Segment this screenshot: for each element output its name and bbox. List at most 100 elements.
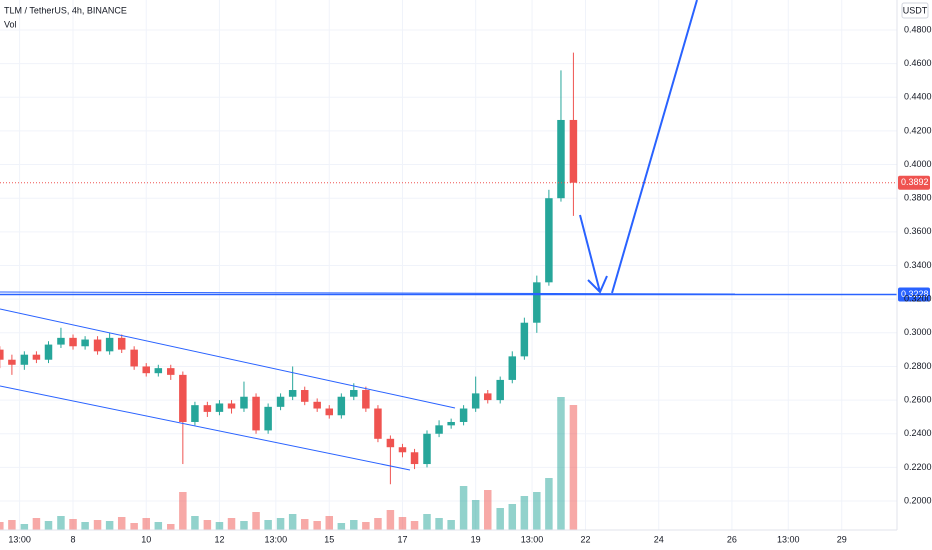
volume-pane bbox=[0, 397, 578, 530]
candle-body bbox=[484, 393, 492, 401]
volume-bar bbox=[130, 523, 138, 530]
candle-body bbox=[337, 396, 346, 416]
candle-body bbox=[69, 337, 77, 347]
x-tick-label: 12 bbox=[214, 534, 224, 544]
candle-body bbox=[105, 337, 114, 352]
candle-body bbox=[44, 344, 53, 360]
volume-bar bbox=[435, 518, 443, 530]
y-tick-label: 0.2600 bbox=[904, 394, 932, 404]
candle-body bbox=[410, 452, 419, 465]
candle-body bbox=[20, 354, 29, 365]
y-tick-label: 0.3000 bbox=[904, 327, 932, 337]
candle-body bbox=[81, 339, 89, 347]
volume-bar bbox=[215, 522, 224, 530]
x-tick-label: 13:00 bbox=[265, 534, 288, 544]
volume-bar bbox=[227, 518, 236, 530]
volume-bar bbox=[57, 516, 65, 530]
candle-body bbox=[117, 337, 126, 350]
candle-body bbox=[142, 366, 150, 374]
candles bbox=[0, 52, 578, 485]
volume-bar bbox=[337, 523, 346, 530]
currency-box[interactable] bbox=[901, 2, 929, 19]
candle-body bbox=[350, 390, 358, 397]
y-tick-label: 0.4800 bbox=[904, 24, 932, 34]
y-tick-label: 0.2000 bbox=[904, 495, 932, 505]
y-tick-label: 0.4600 bbox=[904, 58, 932, 68]
candle-body bbox=[93, 339, 102, 352]
candle-body bbox=[435, 425, 443, 434]
volume-bar bbox=[484, 490, 492, 530]
volume-bar bbox=[471, 500, 480, 530]
candle-body bbox=[154, 368, 163, 374]
x-tick-label: 15 bbox=[324, 534, 334, 544]
candle-body bbox=[32, 354, 41, 360]
volume-label: Vol bbox=[4, 19, 17, 29]
candle-body bbox=[0, 349, 4, 360]
channel-upper bbox=[0, 308, 456, 409]
volume-bar bbox=[288, 514, 297, 530]
volume-bar bbox=[203, 520, 212, 530]
candle-body bbox=[203, 405, 212, 412]
volume-bar bbox=[179, 492, 187, 530]
candle-body bbox=[386, 438, 395, 448]
grid bbox=[0, 0, 897, 530]
y-tick-label: 0.4000 bbox=[904, 159, 932, 169]
volume-bar bbox=[325, 516, 334, 530]
currency[interactable]: USDT bbox=[903, 5, 928, 15]
projection-line bbox=[611, 0, 698, 294]
candle-body bbox=[508, 356, 517, 380]
candle-body bbox=[471, 393, 480, 409]
candle-body bbox=[545, 198, 553, 283]
horizontal-line-tag bbox=[898, 287, 930, 302]
volume-bar bbox=[533, 492, 541, 530]
volume-bar bbox=[557, 397, 565, 530]
volume-bar bbox=[276, 518, 285, 530]
y-tick-label: 0.3400 bbox=[904, 260, 932, 270]
y-tick-label: 0.3600 bbox=[904, 226, 932, 236]
candle-body bbox=[557, 119, 565, 199]
candle-body bbox=[325, 408, 334, 416]
candle-body bbox=[57, 337, 65, 345]
candle-body bbox=[130, 349, 138, 367]
x-tick-label: 13:00 bbox=[777, 534, 800, 544]
overlay: 0.3892 0.3228 bbox=[0, 175, 930, 302]
volume-bar bbox=[508, 504, 517, 530]
channel-lower bbox=[0, 385, 411, 471]
candle-body bbox=[423, 433, 431, 465]
volume-bar bbox=[154, 522, 163, 530]
volume-bar bbox=[520, 496, 529, 530]
y-tick-label: 0.4200 bbox=[904, 125, 932, 135]
candle-body bbox=[569, 119, 578, 183]
candle-body bbox=[533, 282, 541, 323]
volume-bar bbox=[374, 518, 382, 530]
candle-body bbox=[459, 408, 468, 422]
volume-bar bbox=[167, 524, 175, 530]
trend-line bbox=[0, 291, 736, 295]
candle-body bbox=[520, 322, 529, 357]
volume-bar bbox=[398, 517, 407, 530]
x-tick-label: 24 bbox=[654, 534, 664, 544]
volume-bar bbox=[569, 405, 578, 530]
candle-body bbox=[227, 403, 236, 409]
volume-bar bbox=[8, 520, 16, 530]
x-tick-label: 17 bbox=[397, 534, 407, 544]
horizontal-line-label: 0.3228 bbox=[901, 289, 929, 299]
drawings bbox=[0, 0, 736, 471]
candle-body bbox=[191, 405, 199, 422]
candle-body bbox=[179, 374, 187, 422]
y-tick-label: 0.2800 bbox=[904, 361, 932, 371]
x-tick-label: 13:00 bbox=[8, 534, 31, 544]
x-tick-label: 26 bbox=[727, 534, 737, 544]
candle-body bbox=[276, 396, 285, 407]
x-tick-label: 29 bbox=[837, 534, 847, 544]
y-tick-label: 0.3800 bbox=[904, 193, 932, 203]
volume-bar bbox=[410, 521, 419, 530]
volume-bar bbox=[264, 520, 272, 530]
volume-bar bbox=[496, 508, 504, 530]
y-tick-label: 0.3200 bbox=[904, 294, 932, 304]
volume-bar bbox=[93, 520, 102, 530]
volume-bar bbox=[423, 514, 431, 530]
y-tick-label: 0.2200 bbox=[904, 462, 932, 472]
